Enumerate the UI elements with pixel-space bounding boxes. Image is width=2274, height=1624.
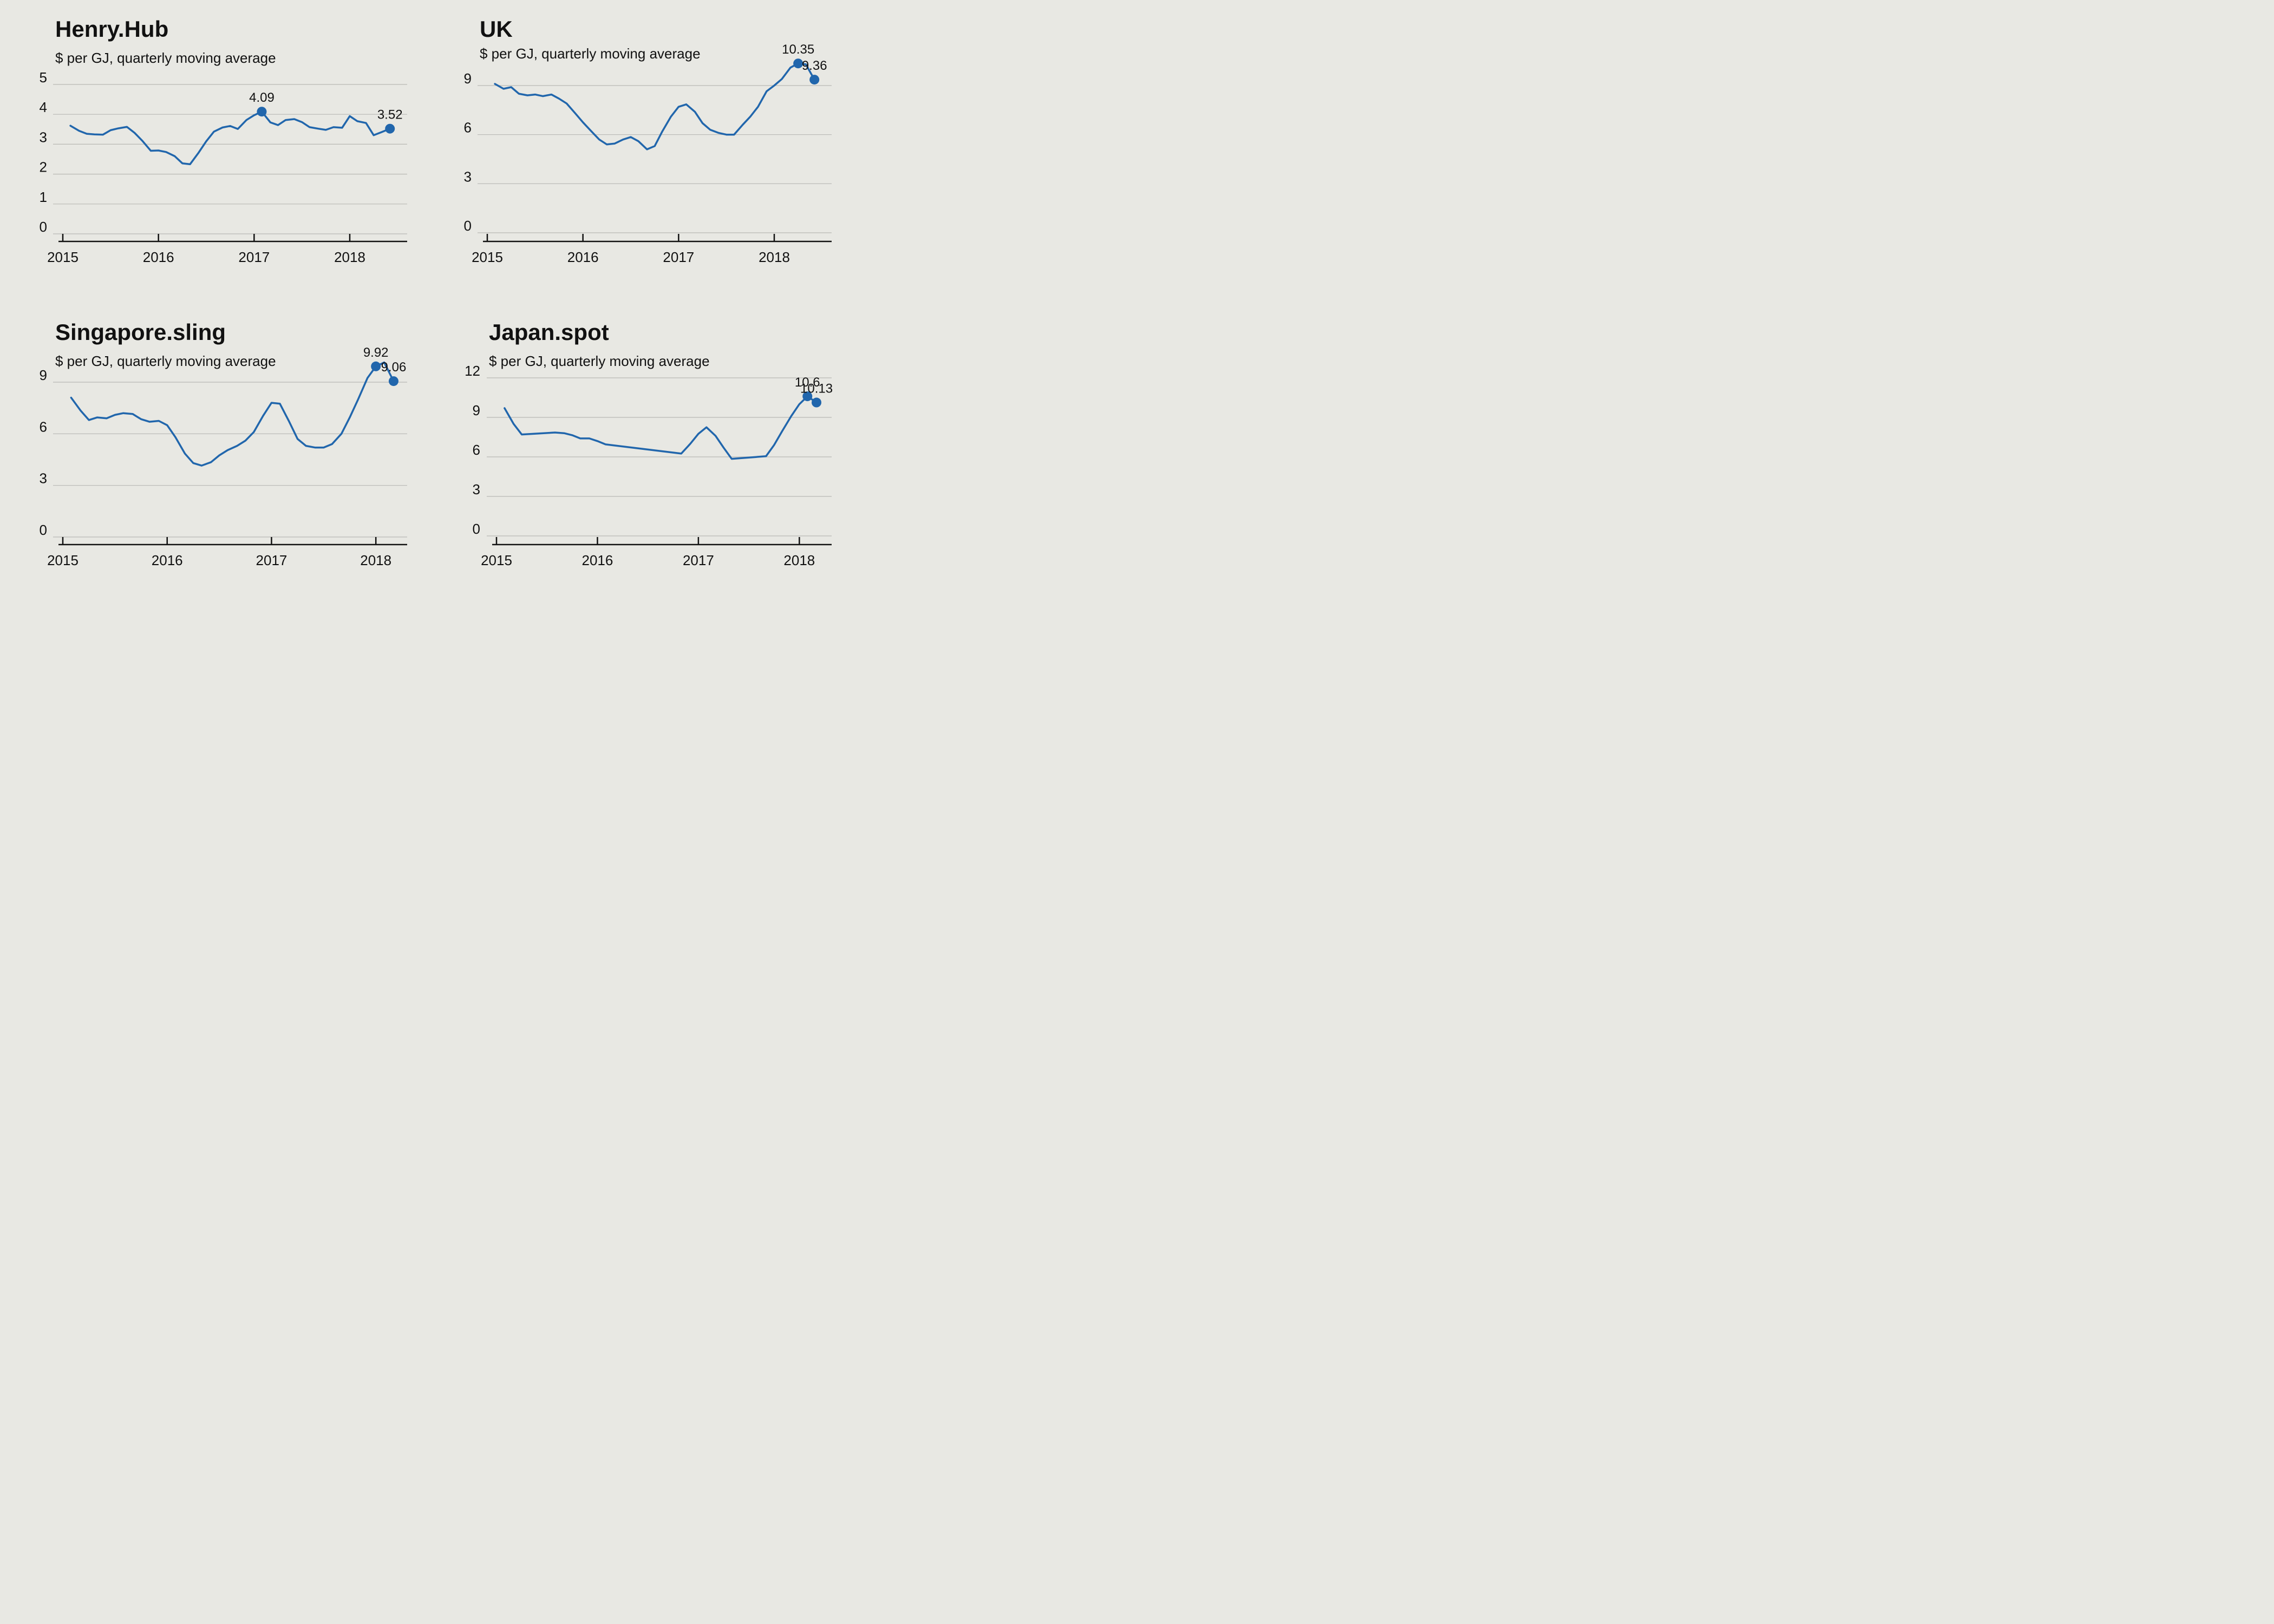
highlight-point [388, 376, 398, 387]
y-tick-label: 6 [40, 418, 47, 435]
chart-title: Henry.Hub [55, 16, 168, 42]
chart-subtitle: $ per GJ, quarterly moving average [55, 353, 276, 369]
highlight-point [802, 391, 813, 402]
data-label: 9.06 [381, 360, 407, 375]
y-tick-label: 6 [464, 120, 472, 136]
x-tick-label: 2017 [663, 249, 694, 265]
chart-subtitle: $ per GJ, quarterly moving average [480, 45, 701, 62]
x-tick-label: 2016 [143, 249, 174, 265]
x-tick-label: 2018 [783, 552, 815, 568]
y-tick-label: 3 [464, 168, 472, 185]
series-line [69, 110, 391, 166]
y-tick-label: 0 [473, 521, 480, 537]
y-tick-label: 1 [40, 189, 47, 205]
highlight-point [371, 361, 381, 371]
highlight-point [809, 75, 820, 85]
series-line [494, 62, 815, 150]
y-tick-label: 3 [40, 470, 47, 487]
x-tick-label: 2017 [683, 552, 714, 568]
x-tick-label: 2016 [567, 249, 599, 265]
data-label: 10.35 [782, 42, 814, 57]
chart-grid: Henry.Hub $ per GJ, quarterly moving aver… [40, 16, 833, 568]
y-tick-label: 9 [40, 367, 47, 383]
data-label: 4.09 [249, 90, 275, 105]
y-tick-label: 3 [40, 129, 47, 145]
x-tick-label: 2015 [47, 552, 79, 568]
x-tick-label: 2015 [47, 249, 79, 265]
chart-panel-1: Henry.Hub $ per GJ, quarterly moving aver… [40, 16, 407, 265]
series-line [504, 395, 818, 460]
data-label: 3.52 [377, 108, 403, 122]
chart-panel-2: UK $ per GJ, quarterly moving average 0 3 6 9… [464, 16, 832, 265]
y-tick-label: 6 [473, 442, 480, 458]
x-tick-label: 2015 [481, 552, 512, 568]
chart-title: Singapore.sling [55, 319, 226, 345]
x-tick-label: 2015 [472, 249, 503, 265]
y-tick-label: 5 [40, 69, 47, 86]
chart-subtitle: $ per GJ, quarterly moving average [55, 50, 276, 66]
x-tick-label: 2018 [360, 552, 391, 568]
y-tick-label: 3 [473, 481, 480, 497]
x-tick-label: 2016 [152, 552, 183, 568]
y-tick-label: 0 [464, 218, 472, 234]
y-tick-label: 4 [40, 99, 47, 115]
y-tick-label: 12 [465, 363, 480, 379]
data-label: 10.13 [800, 382, 833, 396]
y-tick-label: 0 [40, 522, 47, 538]
data-label: 9.92 [363, 345, 389, 360]
highlight-point [257, 107, 267, 117]
chart-panel-4: Japan.spot $ per GJ, quarterly moving ave… [465, 319, 833, 568]
x-tick-label: 2017 [256, 552, 287, 568]
series-line [70, 361, 395, 467]
highlight-point [385, 123, 395, 134]
x-tick-label: 2016 [582, 552, 613, 568]
y-tick-label: 2 [40, 159, 47, 175]
y-tick-label: 0 [40, 219, 47, 235]
chart-subtitle: $ per GJ, quarterly moving average [489, 353, 710, 369]
x-tick-label: 2017 [238, 249, 270, 265]
x-tick-label: 2018 [759, 249, 790, 265]
x-tick-label: 2018 [334, 249, 365, 265]
highlight-point [812, 397, 822, 408]
chart-title: UK [480, 16, 513, 42]
data-label: 9.36 [802, 58, 827, 73]
y-tick-label: 9 [464, 70, 472, 87]
y-tick-label: 9 [473, 402, 480, 418]
chart-title: Japan.spot [489, 319, 609, 345]
highlight-point [793, 58, 803, 69]
data-label: 10.6 [795, 375, 820, 390]
chart-panel-3: Singapore.sling $ per GJ, quarterly movin… [40, 319, 407, 568]
